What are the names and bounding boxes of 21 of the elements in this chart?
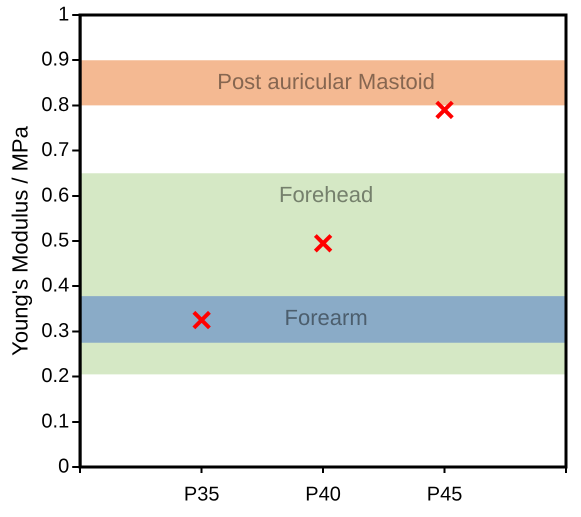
y-tick-label: 0.4 — [41, 274, 70, 297]
y-tick-label: 0.9 — [41, 48, 70, 71]
y-tick-label: 0.3 — [41, 320, 70, 342]
band-label: Forearm — [284, 304, 368, 330]
point — [192, 310, 212, 330]
y-tick-label: 0.1 — [41, 410, 70, 432]
y-axis-title: Young's Modulus / MPa — [7, 125, 32, 356]
point — [313, 233, 333, 254]
y-tick-label: 1 — [58, 4, 70, 26]
x-tick-label: P45 — [426, 484, 462, 506]
x-tick-label: P40 — [305, 484, 341, 506]
x-tick-label: P35 — [184, 484, 220, 506]
y-tick-label: 0.7 — [41, 139, 70, 162]
y-tick-label: 0.5 — [41, 230, 70, 252]
band-label: Post auricular Mastoid — [217, 68, 435, 94]
y-tick-label: 0.2 — [41, 365, 70, 388]
y-tick-label: 0.8 — [41, 94, 70, 116]
y-tick-label: 0 — [58, 456, 70, 478]
y-tick-label: 0.6 — [41, 184, 70, 206]
band-label: Forehead — [279, 182, 374, 207]
point — [434, 100, 454, 120]
